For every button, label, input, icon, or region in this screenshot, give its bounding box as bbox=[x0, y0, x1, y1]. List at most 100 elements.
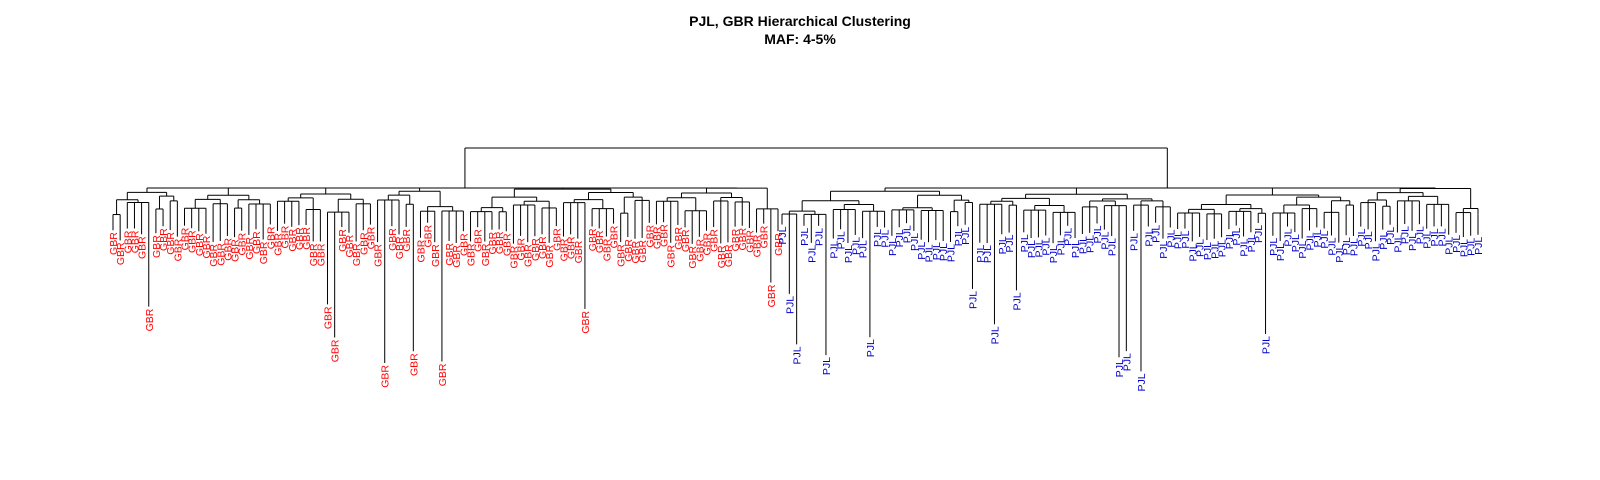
leaf-label: PJL bbox=[1231, 227, 1243, 245]
leaf-label: GBR bbox=[108, 232, 120, 255]
leaf-label: PJL bbox=[1297, 240, 1309, 258]
leaf-label: GBR bbox=[301, 227, 313, 250]
leaf-label: GBR bbox=[716, 245, 728, 268]
leaf-label: PJL bbox=[1173, 231, 1185, 249]
leaf-label: PJL bbox=[1407, 233, 1419, 251]
leaf-label: GBR bbox=[616, 244, 628, 267]
leaf-label: GBR bbox=[551, 228, 563, 251]
leaf-label: PJL bbox=[1378, 231, 1390, 249]
leaf-label: PJL bbox=[1261, 336, 1273, 354]
leaf-label: PJL bbox=[1224, 231, 1236, 249]
leaf-label: GBR bbox=[351, 243, 363, 266]
leaf-label: GBR bbox=[194, 233, 206, 256]
leaf-label: PJL bbox=[1451, 235, 1463, 253]
leaf-label: PJL bbox=[1319, 230, 1331, 248]
leaf-label: PJL bbox=[1063, 228, 1075, 246]
leaf-label: PJL bbox=[1385, 227, 1397, 245]
leaf-label: PJL bbox=[1392, 234, 1404, 252]
leaf-label: GBR bbox=[330, 339, 342, 362]
leaf-label: GBR bbox=[430, 244, 442, 267]
leaf-label: GBR bbox=[373, 244, 385, 267]
leaf-label: PJL bbox=[784, 296, 796, 314]
leaf-label: GBR bbox=[766, 284, 778, 307]
leaf-label: PJL bbox=[1209, 241, 1221, 259]
leaf-label: PJL bbox=[1473, 237, 1485, 255]
leaf-label: PJL bbox=[1348, 238, 1360, 256]
leaf-label: PJL bbox=[1077, 236, 1089, 254]
leaf-label: GBR bbox=[587, 228, 599, 251]
leaf-label: PJL bbox=[858, 240, 870, 258]
leaf-label: GBR bbox=[759, 225, 771, 248]
leaf-label: PJL bbox=[1334, 244, 1346, 262]
leaf-label: PJL bbox=[1121, 353, 1133, 371]
leaf-label: PJL bbox=[1202, 242, 1214, 260]
leaf-label: GBR bbox=[230, 239, 242, 262]
leaf-label: GBR bbox=[180, 227, 192, 250]
leaf-label: GBR bbox=[337, 229, 349, 252]
leaf-label: GBR bbox=[437, 363, 449, 386]
leaf-label: GBR bbox=[251, 231, 263, 254]
leaf-label: GBR bbox=[530, 238, 542, 261]
leaf-label: PJL bbox=[938, 243, 950, 261]
leaf-label: PJL bbox=[946, 244, 958, 262]
leaf-label: PJL bbox=[1195, 239, 1207, 257]
leaf-label: PJL bbox=[960, 227, 972, 245]
leaf-label: PJL bbox=[843, 245, 855, 263]
leaf-label: PJL bbox=[806, 245, 818, 263]
leaf-label: GBR bbox=[480, 243, 492, 266]
leaf-label: GBR bbox=[129, 230, 141, 253]
leaf-label: GBR bbox=[458, 233, 470, 256]
leaf-label: GBR bbox=[508, 245, 520, 268]
leaf-label: PJL bbox=[1114, 359, 1126, 377]
leaf-label: GBR bbox=[237, 232, 249, 255]
leaf-label: GBR bbox=[265, 226, 277, 249]
leaf-label: PJL bbox=[1341, 237, 1353, 255]
leaf-label: PJL bbox=[777, 226, 789, 244]
leaf-label: GBR bbox=[165, 232, 177, 255]
leaf-label: PJL bbox=[916, 242, 928, 260]
leaf-label: GBR bbox=[730, 228, 742, 251]
leaf-label: PJL bbox=[799, 228, 811, 246]
leaf-label: GBR bbox=[630, 240, 642, 263]
leaf-label: PJL bbox=[1370, 243, 1382, 261]
leaf-label: GBR bbox=[573, 240, 585, 263]
leaf-label: GBR bbox=[451, 245, 463, 268]
leaf-label: PJL bbox=[814, 228, 826, 246]
leaf-label: PJL bbox=[931, 242, 943, 260]
leaf-label: GBR bbox=[494, 231, 506, 254]
leaf-label: GBR bbox=[659, 224, 671, 247]
leaf-label: PJL bbox=[1290, 234, 1302, 252]
leaf-label: GBR bbox=[694, 238, 706, 261]
leaf-label: PJL bbox=[1099, 231, 1111, 249]
chart-subtitle: MAF: 4-5% bbox=[764, 31, 836, 47]
leaf-label: PJL bbox=[1129, 233, 1141, 251]
leaf-label: PJL bbox=[902, 225, 914, 243]
leaf-label: GBR bbox=[158, 228, 170, 251]
leaf-label: PJL bbox=[1041, 237, 1053, 255]
leaf-label: GBR bbox=[466, 243, 478, 266]
leaf-label: GBR bbox=[687, 245, 699, 268]
leaf-label: GBR bbox=[501, 233, 513, 256]
leaf-label: GBR bbox=[272, 233, 284, 256]
leaf-label: GBR bbox=[744, 230, 756, 253]
leaf-label: PJL bbox=[1026, 240, 1038, 258]
leaf-label: GBR bbox=[558, 238, 570, 261]
leaf-label: GBR bbox=[444, 243, 456, 266]
leaf-label: GBR bbox=[394, 236, 406, 259]
leaf-label: PJL bbox=[1004, 234, 1016, 252]
leaf-label: GBR bbox=[408, 353, 420, 376]
leaf-label: PJL bbox=[997, 236, 1009, 254]
leaf-label: PJL bbox=[880, 229, 892, 247]
leaf-label: PJL bbox=[828, 240, 840, 258]
leaf-label: GBR bbox=[723, 244, 735, 267]
leaf-label: PJL bbox=[1107, 238, 1119, 256]
leaf-label: GBR bbox=[701, 232, 713, 255]
leaf-label: GBR bbox=[287, 228, 299, 251]
leaf-label: GBR bbox=[544, 244, 556, 267]
leaf-label: GBR bbox=[258, 241, 270, 264]
leaf-label: PJL bbox=[836, 231, 848, 249]
chart-title: PJL, GBR Hierarchical Clustering bbox=[689, 13, 911, 29]
leaf-label: GBR bbox=[773, 233, 785, 256]
leaf-label: PJL bbox=[887, 238, 899, 256]
